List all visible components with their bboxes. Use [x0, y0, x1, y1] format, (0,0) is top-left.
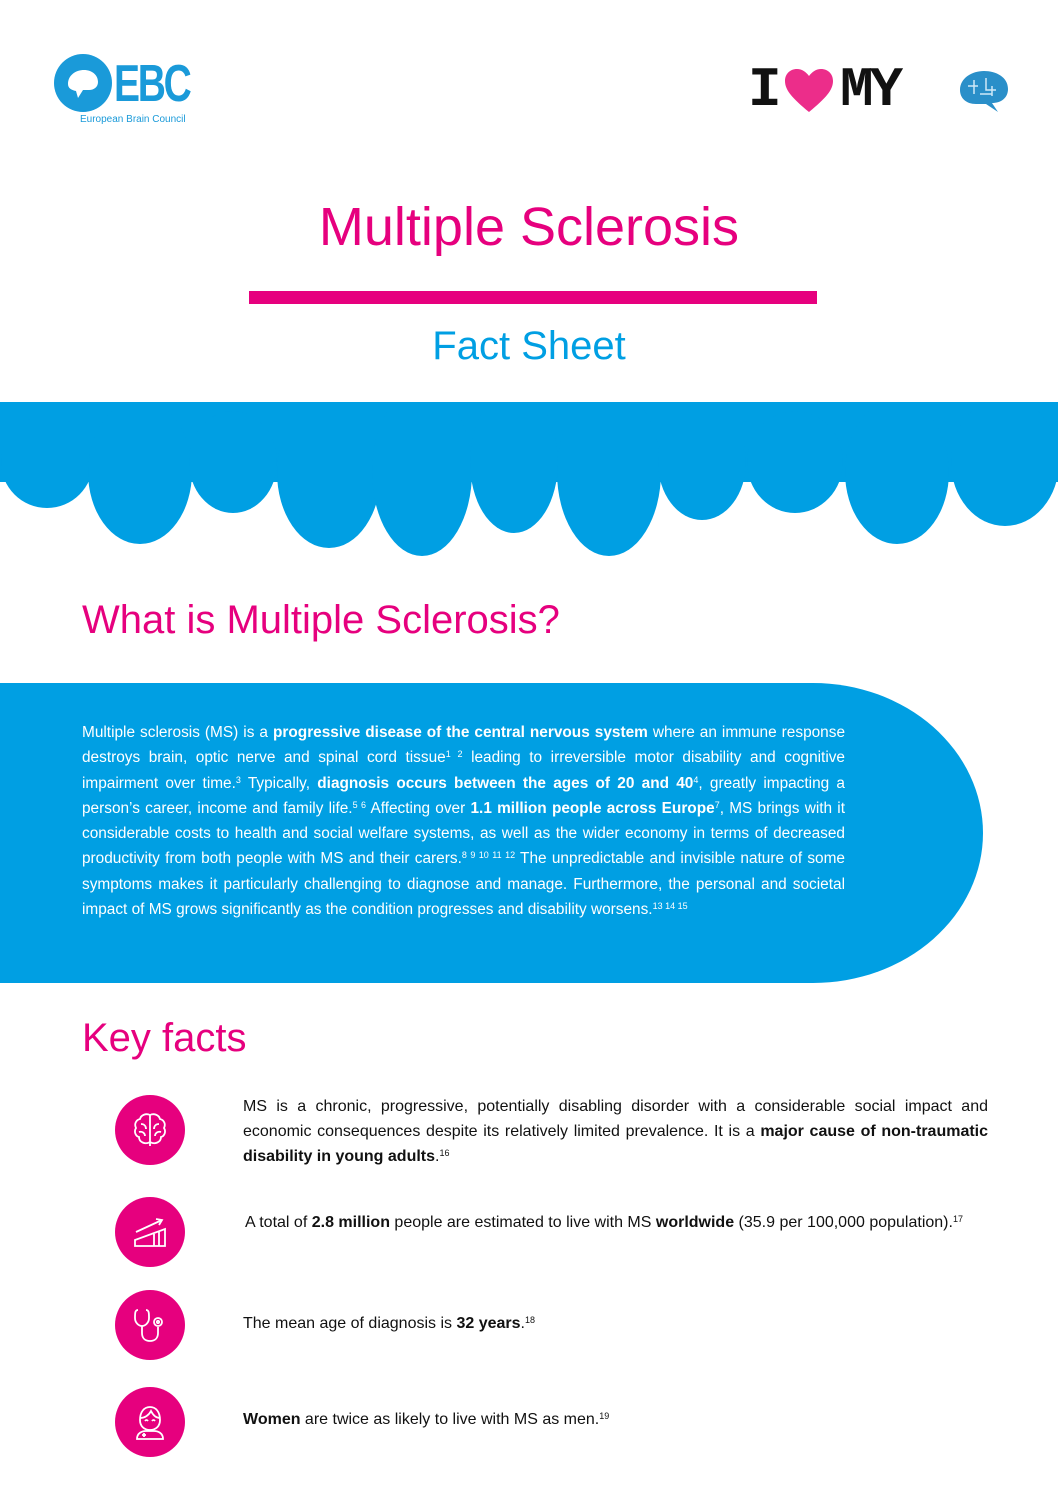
citation-ref: 16: [439, 1148, 450, 1158]
citation-ref: 19: [599, 1411, 610, 1421]
citation-ref: 17: [952, 1214, 963, 1224]
brain-icon: [54, 54, 112, 112]
emphasis-text: progressive disease of the central nervo…: [273, 724, 648, 741]
text-run: Multiple sclerosis (MS) is a: [82, 724, 273, 741]
text-run: MS is a chronic, progressive, potentiall…: [243, 1098, 988, 1140]
brain-icon: [115, 1095, 185, 1165]
key-fact-4: Women are twice as likely to live with M…: [243, 1407, 1003, 1432]
growth-chart-icon: [115, 1197, 185, 1267]
citation-ref: 4: [693, 774, 699, 785]
emphasis-text: Women: [243, 1411, 301, 1428]
ebc-logo: EBC European Brain Council: [54, 54, 192, 129]
text-run: .: [520, 1315, 525, 1332]
citation-ref: 3: [235, 774, 241, 785]
heart-icon: [785, 69, 833, 112]
intro-panel: [0, 683, 983, 983]
key-fact-1: MS is a chronic, progressive, potentiall…: [243, 1094, 988, 1169]
ebc-logo-subtitle: European Brain Council: [80, 114, 186, 125]
page-subtitle: Fact Sheet: [432, 324, 626, 368]
text-run: (35.9 per 100,000 population).: [734, 1214, 953, 1231]
scalloped-banner: [0, 402, 1058, 556]
emphasis-text: 1.1 million people across Europe: [470, 799, 715, 817]
emphasis-text: 2.8 million: [311, 1214, 390, 1231]
emphasis-text: major cause of non-traumatic disability …: [243, 1123, 989, 1165]
citation-ref: 18: [524, 1315, 535, 1325]
citation-ref: 8 9 10 11 12: [461, 850, 516, 861]
emphasis-text: 32 years: [456, 1315, 521, 1332]
key-fact-2: A total of 2.8 million people are estima…: [245, 1210, 1004, 1235]
text-run: people are estimated to live with MS: [389, 1214, 656, 1231]
text-run: Typically,: [240, 774, 318, 792]
emphasis-text: worldwide: [655, 1214, 735, 1231]
text-run: , MS brings with it considerable costs t…: [82, 799, 846, 868]
text-run: are twice as likely to live with MS as m…: [300, 1411, 600, 1428]
citation-ref: 7: [714, 799, 720, 810]
intro-paragraph: Multiple sclerosis (MS) is a progressive…: [82, 720, 845, 922]
page-title: Multiple Sclerosis: [318, 197, 740, 257]
brain-icon: [960, 71, 1008, 112]
text-run: The unpredictable and invisible nature o…: [82, 850, 845, 919]
title-divider: [249, 291, 817, 304]
text-run: Affecting over: [366, 799, 471, 817]
text-run: .: [435, 1148, 440, 1165]
emphasis-text: diagnosis occurs between the ages of 20 …: [317, 774, 694, 792]
citation-ref: 1 2: [445, 749, 463, 760]
text-run: leading to irreversible motor disability…: [82, 749, 845, 792]
section-heading-what-is-ms: What is Multiple Sclerosis?: [82, 598, 560, 642]
citation-ref: 13 14 15: [652, 901, 688, 912]
stethoscope-icon: [115, 1290, 185, 1360]
i-love-my-brain-logo: I MY: [748, 60, 1013, 120]
text-run: where an immune response destroys brain,…: [82, 724, 846, 767]
logo-text-my: MY: [840, 58, 903, 122]
logo-text-i: I: [748, 58, 782, 122]
ebc-logo-text: EBC: [114, 55, 192, 113]
woman-icon: [115, 1387, 185, 1457]
text-run: A total of: [245, 1214, 312, 1231]
citation-ref: 5 6: [352, 799, 367, 810]
text-run: The mean age of diagnosis is: [243, 1315, 457, 1332]
section-heading-key-facts: Key facts: [82, 1016, 247, 1060]
text-run: , greatly impacting a person’s career, i…: [82, 774, 845, 817]
key-fact-3: The mean age of diagnosis is 32 years.18: [243, 1311, 1003, 1336]
